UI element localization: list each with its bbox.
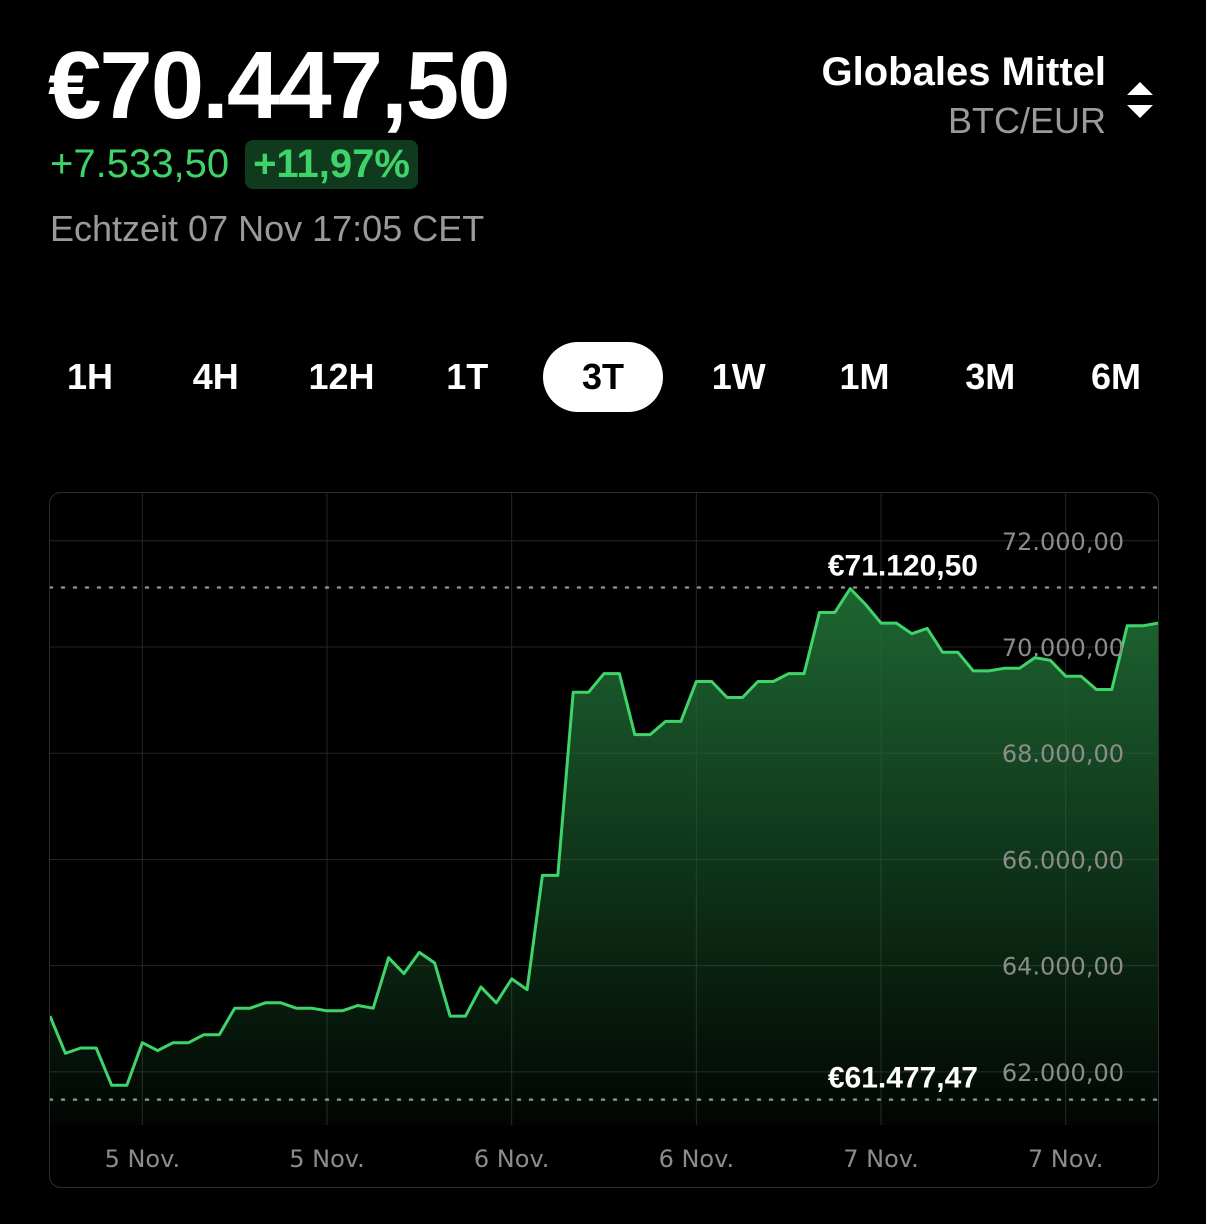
market-pair: BTC/EUR <box>947 100 1106 141</box>
y-tick-label: 70.000,00 <box>1002 634 1124 662</box>
price-line <box>50 587 1158 1087</box>
y-tick-label: 68.000,00 <box>1002 740 1124 768</box>
tab-1t[interactable]: 1T <box>446 356 489 397</box>
price-change-row: +7.533,50 +11,97% <box>50 140 418 189</box>
y-tick-label: 72.000,00 <box>1002 528 1124 556</box>
tab-3t[interactable]: 3T <box>543 342 663 412</box>
tab-1h[interactable]: 1H <box>66 356 114 397</box>
tab-3m[interactable]: 3M <box>965 356 1016 397</box>
tab-1m[interactable]: 1M <box>839 356 890 397</box>
timeframe-tabs: 1H 4H 12H 1T 3T 1W 1M 3M 6M <box>40 342 1166 412</box>
y-tick-label: 64.000,00 <box>1002 953 1124 981</box>
x-tick-label: 6 Nov. <box>474 1145 550 1173</box>
tab-6m[interactable]: 6M <box>1090 356 1141 397</box>
current-price: €70.447,50 <box>48 32 510 139</box>
realtime-timestamp: Echtzeit 07 Nov 17:05 CET <box>50 208 485 249</box>
max-price-label: €71.120,50 <box>828 550 978 583</box>
x-tick-label: 7 Nov. <box>843 1145 919 1173</box>
price-chart-svg: 62.000,00 64.000,00 66.000,00 68.000,00 70.0… <box>50 493 1158 1173</box>
y-tick-label: 66.000,00 <box>1002 846 1124 874</box>
price-chart[interactable]: 62.000,00 64.000,00 66.000,00 68.000,00 70.0… <box>49 492 1159 1188</box>
tab-4h[interactable]: 4H <box>192 356 239 397</box>
x-tick-label: 5 Nov. <box>105 1145 181 1173</box>
tab-1w[interactable]: 1W <box>711 356 766 397</box>
market-selector[interactable]: Globales Mittel BTC/EUR <box>822 50 1107 142</box>
x-tick-label: 5 Nov. <box>289 1145 365 1173</box>
change-absolute: +7.533,50 <box>50 142 230 186</box>
x-tick-label: 7 Nov. <box>1028 1145 1104 1173</box>
market-name: Globales Mittel <box>821 50 1107 94</box>
min-price-label: €61.477,47 <box>828 1062 978 1095</box>
x-tick-label: 6 Nov. <box>659 1145 735 1173</box>
sort-up-down-icon[interactable] <box>1126 80 1154 120</box>
price-area <box>50 588 1158 1125</box>
tab-12h[interactable]: 12H <box>308 356 375 397</box>
change-percent-badge: +11,97% <box>245 140 418 189</box>
y-tick-label: 62.000,00 <box>1002 1059 1124 1087</box>
